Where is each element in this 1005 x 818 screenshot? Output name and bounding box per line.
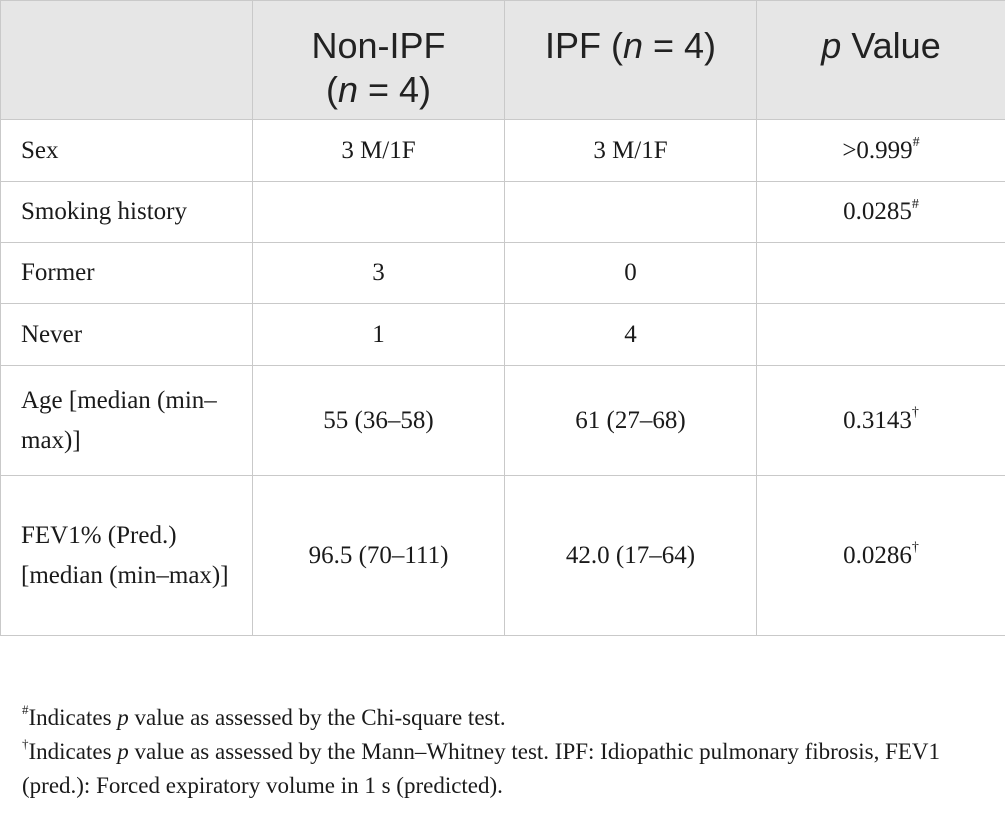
table-row: Former 3 0 [0,242,1005,304]
cell-p-value: 0.0286† [756,475,1005,636]
cell-ipf: 4 [504,303,757,366]
table-row: Sex 3 M/1F 3 M/1F >0.999# [0,119,1005,182]
cell-non-ipf: 1 [252,303,505,366]
row-label: Former [0,242,253,304]
row-label: Sex [0,119,253,182]
table-row: Age [median (min–max)] 55 (36–58) 61 (27… [0,365,1005,476]
table-row: Smoking history 0.0285# [0,181,1005,243]
row-label: FEV1% (Pred.) [median (min–max)] [0,475,253,636]
cell-non-ipf: 3 [252,242,505,304]
header-empty [0,0,253,120]
row-label: Smoking history [0,181,253,243]
row-label: Age [median (min–max)] [0,365,253,476]
data-table: Non-IPF (n = 4) IPF (n = 4) p Value Sex … [0,0,1005,636]
footnote-mark: † [911,540,919,556]
footnote: #Indicates p value as assessed by the Ch… [22,702,506,730]
header-row: Non-IPF (n = 4) IPF (n = 4) p Value [0,0,1005,120]
cell-ipf [504,181,757,243]
header-non-ipf-line1: Non-IPF [311,25,446,66]
table-row: FEV1% (Pred.) [median (min–max)] 96.5 (7… [0,475,1005,636]
header-non-ipf: Non-IPF (n = 4) [252,0,505,120]
table-row: Never 1 4 [0,303,1005,366]
cell-non-ipf: 96.5 (70–111) [252,475,505,636]
footnote-mark: # [912,135,920,151]
cell-ipf: 61 (27–68) [504,365,757,476]
footnote-mark: † [22,736,29,752]
cell-non-ipf: 55 (36–58) [252,365,505,476]
header-p-value: p Value [756,0,1005,120]
cell-p-value: 0.0285# [756,181,1005,243]
cell-p-value [756,303,1005,366]
cell-non-ipf [252,181,505,243]
table-footnotes: #Indicates p value as assessed by the Ch… [22,701,1005,803]
row-label: Never [0,303,253,366]
cell-p-value [756,242,1005,304]
header-ipf: IPF (n = 4) [504,0,757,120]
cell-p-value: 0.3143† [756,365,1005,476]
footnote-mark: † [911,405,919,421]
cell-ipf: 3 M/1F [504,119,757,182]
footnote: †Indicates p value as assessed by the Ma… [22,736,941,798]
footnote-mark: # [911,196,919,212]
cell-ipf: 42.0 (17–64) [504,475,757,636]
footnote-mark: # [22,702,29,718]
cell-non-ipf: 3 M/1F [252,119,505,182]
cell-p-value: >0.999# [756,119,1005,182]
cell-ipf: 0 [504,242,757,304]
